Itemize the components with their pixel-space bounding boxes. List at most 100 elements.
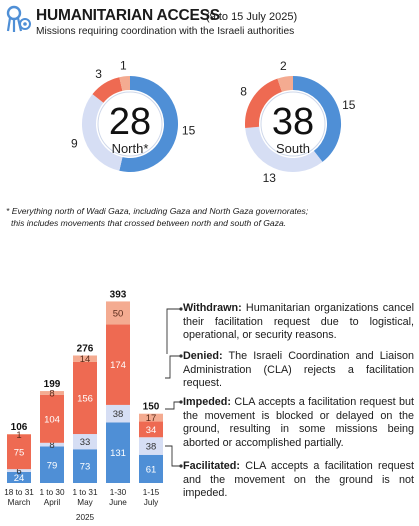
bar-4-impeded-value: 38	[146, 442, 157, 453]
bar-1-impeded-value: 8	[49, 440, 54, 451]
impeded-connector	[165, 401, 181, 410]
donut-north-slice-withdrawn	[119, 76, 131, 91]
legend-facilitated: Facilitated: CLA accepts a facilitation …	[183, 460, 414, 501]
legend-denied-term: Denied:	[183, 350, 223, 362]
bar-4-denied-value: 34	[146, 425, 157, 436]
bar-0-facilitated-value: 24	[14, 473, 25, 484]
donut-inner-ring	[97, 91, 163, 157]
donut-south-label-withdrawn: 2	[280, 59, 287, 73]
footnote-line-2: this includes movements that crossed bet…	[11, 217, 287, 228]
legend-withdrawn: Withdrawn: Humanitarian organizations ca…	[183, 302, 414, 343]
bar-2-total: 276	[77, 344, 94, 355]
bar-1-withdrawn-value: 8	[49, 388, 54, 399]
donut-south-total: 38	[272, 101, 314, 143]
donut-north-slice-denied	[92, 77, 123, 104]
donut-south-region-label: South	[276, 141, 310, 156]
bar-0-category-label-0: 18 to 31	[4, 488, 34, 497]
donut-north-region-label: North*	[112, 141, 149, 156]
bar-0-denied	[7, 434, 31, 470]
donut-south-slice-impeded	[245, 126, 323, 172]
date-range: (9 to 15 July 2025)	[206, 11, 298, 23]
bar-2-category-label-0: 1 to 31	[72, 488, 97, 497]
legend-facilitated-term: Facilitated:	[183, 460, 240, 472]
bar-0-withdrawn-value: 1	[16, 430, 21, 441]
bar-3-total: 393	[110, 289, 127, 300]
legend-impeded: Impeded: CLA accepts a facilitation requ…	[183, 396, 414, 450]
donut-north-label-withdrawn: 1	[120, 58, 127, 72]
donut-south-label-impeded: 13	[263, 171, 277, 185]
bar-4-category-label-1: July	[144, 498, 159, 507]
bar-1-withdrawn	[40, 391, 64, 395]
donut-north-slice-impeded	[82, 94, 123, 171]
footnote: * Everything north of Wadi Gaza, includi…	[6, 206, 416, 229]
bar-2-impeded	[73, 434, 97, 450]
legend-impeded-text: CLA accepts a facilitation request but t…	[183, 396, 414, 449]
bar-0-facilitated	[7, 471, 31, 483]
bar-1-facilitated	[40, 446, 64, 483]
bar-3-category-label-0: 1-30	[110, 488, 127, 497]
bar-0-denied-value: 75	[14, 447, 25, 458]
withdrawn-connector	[166, 308, 181, 354]
bar-3-category-label-1: June	[109, 498, 127, 507]
donut-south-slice-facilitated	[292, 76, 341, 162]
bar-2-withdrawn-value: 14	[80, 354, 91, 365]
facilitated-connector	[165, 445, 181, 467]
bar-0-withdrawn	[7, 434, 31, 435]
bar-1-denied-value: 104	[44, 414, 60, 425]
bar-x-axis-label: 2025	[76, 513, 95, 522]
bar-3-facilitated	[106, 422, 130, 483]
bar-1-category-label-1: April	[44, 498, 61, 507]
bar-0-impeded-value: 6	[16, 466, 21, 477]
bar-0-total: 106	[11, 422, 28, 433]
legend-facilitated-text: CLA accepts a facilitation request and t…	[183, 460, 415, 500]
bar-4-withdrawn-value: 17	[146, 413, 157, 424]
bar-4-withdrawn	[139, 413, 163, 422]
bar-4-category-label-0: 1-15	[143, 488, 160, 497]
bar-4-facilitated	[139, 454, 163, 483]
bar-3-impeded	[106, 404, 130, 423]
bar-1-category-label-0: 1 to 30	[39, 488, 64, 497]
bar-2-denied-value: 156	[77, 394, 93, 405]
denied-connector	[165, 355, 181, 379]
donut-north-label-denied: 3	[95, 67, 102, 81]
bar-2-facilitated-value: 73	[80, 462, 91, 473]
donut-north-total: 28	[109, 101, 151, 143]
page-title: HUMANITARIAN ACCESS	[36, 7, 220, 24]
bar-2-denied	[73, 361, 97, 435]
donut-north-slice-facilitated	[119, 76, 178, 172]
bar-2-impeded-value: 33	[80, 437, 91, 448]
legend-withdrawn-text: Humanitarian organizations cancel their …	[183, 302, 414, 342]
legend-withdrawn-term: Withdrawn:	[183, 302, 242, 314]
bar-3-impeded-value: 38	[113, 409, 124, 420]
donut-inner-ring	[260, 91, 326, 157]
bar-1-total: 199	[44, 379, 61, 390]
bar-3-facilitated-value: 131	[110, 448, 126, 459]
bar-1-denied	[40, 394, 64, 443]
bar-4-total: 150	[143, 402, 160, 413]
donut-south-label-denied: 8	[240, 85, 247, 99]
bar-1-facilitated-value: 79	[47, 460, 58, 471]
bar-1-impeded	[40, 442, 64, 447]
legend-denied: Denied: The Israeli Coordination and Lia…	[183, 350, 414, 391]
footnote-line-1: * Everything north of Wadi Gaza, includi…	[6, 206, 309, 216]
bar-2-category-label-1: May	[77, 498, 93, 507]
bar-0-impeded	[7, 469, 31, 472]
donut-south-label-facilitated: 15	[342, 98, 356, 112]
donut-south-slice-denied	[245, 78, 283, 128]
bar-3-withdrawn-value: 50	[113, 309, 124, 320]
bar-3-withdrawn	[106, 301, 130, 325]
bar-4-facilitated-value: 61	[146, 464, 157, 475]
bar-3-denied	[106, 324, 130, 405]
bar-2-facilitated	[73, 449, 97, 483]
bar-0-category-label-1: March	[8, 498, 31, 507]
bar-2-withdrawn	[73, 355, 97, 362]
legend-denied-text: The Israeli Coordination and Liaison Adm…	[183, 350, 414, 390]
bar-3-denied-value: 174	[110, 360, 126, 371]
ocha-logo-icon	[6, 5, 31, 32]
legend-impeded-term: Impeded:	[183, 396, 231, 408]
donut-north-label-facilitated: 15	[182, 124, 196, 138]
legend-connectors	[165, 307, 183, 468]
bar-4-denied	[139, 421, 163, 438]
